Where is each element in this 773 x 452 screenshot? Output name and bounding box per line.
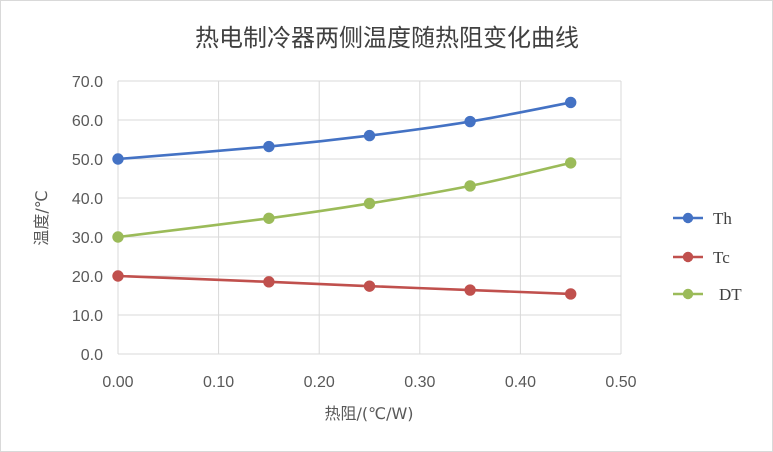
- legend-item-dt: DT: [673, 285, 742, 304]
- y-tick-label: 10.0: [72, 308, 103, 325]
- data-point-th: [112, 153, 124, 165]
- series-th: [112, 96, 577, 165]
- data-point-tc: [363, 280, 376, 292]
- legend-swatch-marker-dt: [682, 288, 694, 300]
- y-tick-label: 60.0: [72, 113, 103, 130]
- x-tick-label: 0.30: [404, 374, 435, 391]
- data-point-tc: [464, 284, 476, 296]
- series-line-tc: [116, 274, 572, 296]
- data-point-dt: [263, 212, 275, 224]
- data-point-th: [565, 96, 577, 109]
- y-tick-label: 0.0: [81, 347, 103, 364]
- x-tick-label: 0.20: [304, 374, 335, 391]
- data-point-tc: [112, 270, 124, 282]
- legend: Th Tc DT: [673, 209, 742, 304]
- y-axis-title: 温度/℃: [32, 190, 51, 245]
- series-dt: [112, 157, 577, 243]
- gridlines: [117, 80, 622, 355]
- data-point-dt: [363, 197, 376, 210]
- data-point-th: [263, 140, 275, 153]
- x-axis-title: 热阻/(℃/W): [324, 404, 413, 423]
- y-tick-label: 70.0: [72, 74, 103, 91]
- data-point-th: [464, 115, 476, 128]
- chart-title: 热电制冷器两侧温度随热阻变化曲线: [195, 24, 579, 52]
- tick-labels: 0.0 10.0 20.0 30.0 40.0 50.0 60.0 70.0 0.00 0.10 0…: [72, 74, 637, 391]
- series-line-dt: [116, 161, 572, 239]
- legend-swatch-marker-tc: [682, 251, 694, 263]
- x-tick-label: 0.50: [605, 374, 636, 391]
- y-tick-label: 30.0: [72, 230, 103, 247]
- data-point-dt: [112, 231, 124, 243]
- data-point-dt: [565, 157, 577, 169]
- data-point-tc: [565, 288, 577, 300]
- legend-item-th: Th: [673, 209, 732, 228]
- y-tick-label: 20.0: [72, 269, 103, 286]
- y-tick-label: 50.0: [72, 152, 103, 169]
- series-tc: [112, 270, 577, 300]
- y-tick-label: 40.0: [72, 191, 103, 208]
- data-point-th: [363, 129, 376, 142]
- x-tick-label: 0.40: [505, 374, 536, 391]
- legend-item-tc: Tc: [673, 248, 730, 267]
- legend-label-th: Th: [713, 209, 732, 228]
- series-line-th: [116, 101, 572, 161]
- x-tick-label: 0.00: [102, 374, 133, 391]
- legend-swatch-marker-th: [682, 212, 694, 224]
- x-tick-label: 0.10: [203, 374, 234, 391]
- legend-label-dt: DT: [719, 285, 742, 304]
- legend-label-tc: Tc: [713, 248, 730, 267]
- series-layer: [112, 96, 577, 300]
- data-point-tc: [263, 276, 275, 288]
- data-point-dt: [464, 180, 476, 192]
